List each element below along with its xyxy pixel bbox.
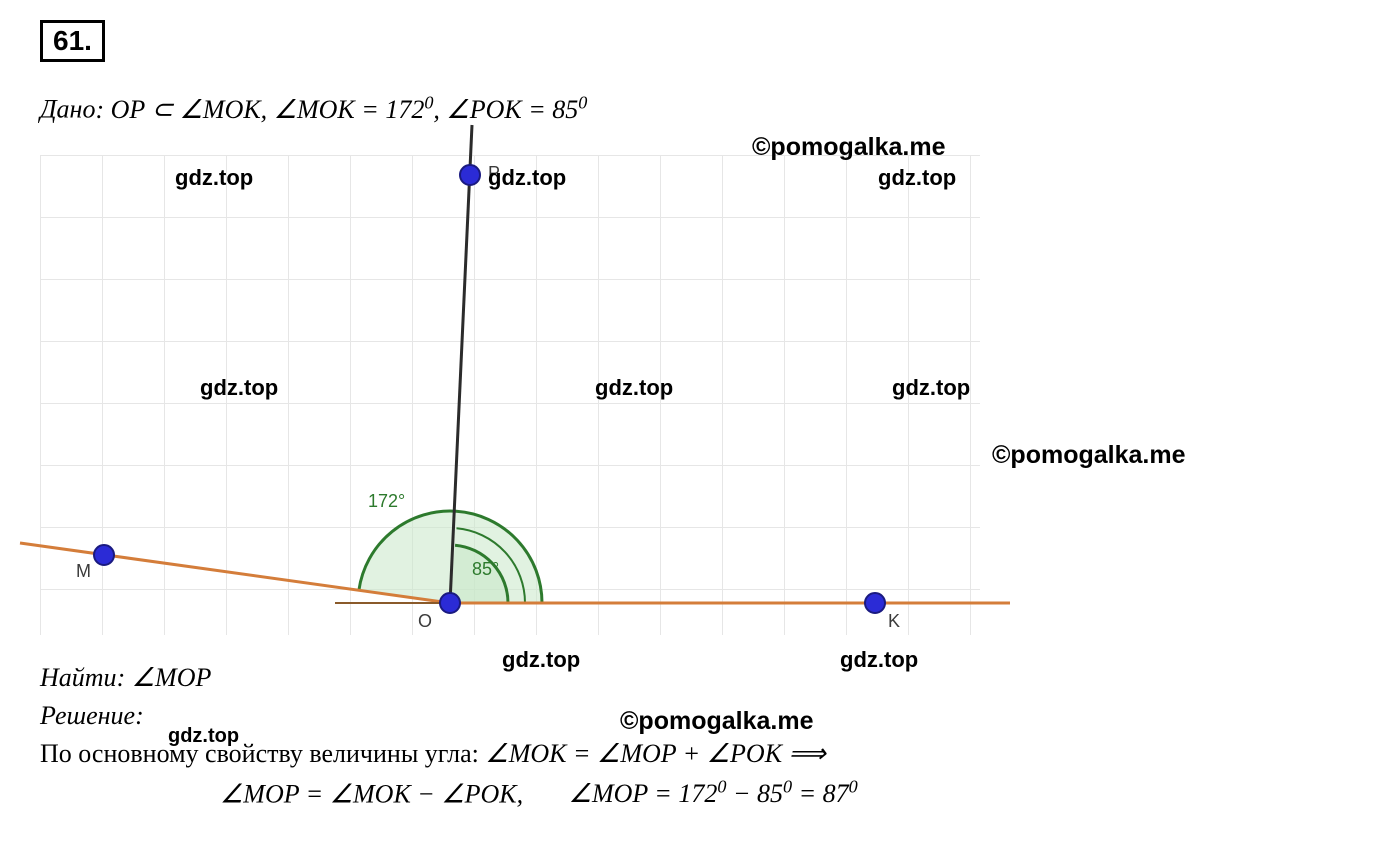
sol1-prefix: По основному свойству величины угла: <box>40 739 485 768</box>
sol2c-t: − 85 <box>726 779 783 808</box>
find-line: Найти: ∠MOP <box>40 663 1360 693</box>
wm-g2: gdz.top <box>488 165 566 191</box>
sol2d-t: = 87 <box>792 779 849 808</box>
given-e1: OP ⊂ ∠MOK, <box>111 95 268 124</box>
given-colon: : <box>95 95 110 124</box>
solution-label-line: Решение: gdz.top ©pomogalka.me <box>40 701 1360 731</box>
diagram: O P M K 172° 85° ©pomogalka.me gdz.top g… <box>40 135 1040 655</box>
geometry-svg <box>40 155 980 635</box>
given-e3sup: 0 <box>578 92 587 112</box>
problem-number-text: 61 <box>53 25 84 56</box>
point-m <box>94 545 114 565</box>
wm-sol-2: ©pomogalka.me <box>620 707 813 736</box>
given-e3: , ∠POK = 85 <box>433 95 578 124</box>
sol2a: ∠MOP = ∠MOK − ∠POK, <box>220 779 523 808</box>
label-o: O <box>418 611 432 632</box>
wm-g8: gdz.top <box>840 647 918 673</box>
find-expr: : ∠MOP <box>117 663 212 692</box>
solution-line-2: ∠MOP = ∠MOK − ∠POK, ∠MOP = 1720 − 850 = … <box>40 777 1360 810</box>
sol2b: ∠MOP = 1720 − 850 = 870 <box>569 779 858 808</box>
wm-sol-1: gdz.top <box>168 725 239 748</box>
given-label: Дано <box>40 95 95 124</box>
wm-g6: gdz.top <box>892 375 970 401</box>
sol1-math: ∠MOK = ∠MOP + ∠POK ⟹ <box>485 739 825 768</box>
wm-g7: gdz.top <box>502 647 580 673</box>
angle-mok-label: 172° <box>368 491 405 512</box>
solution-label: Решение <box>40 701 135 730</box>
given-line: Дано: OP ⊂ ∠MOK, ∠MOK = 1720, ∠POK = 850 <box>40 92 1360 125</box>
wm-g3: gdz.top <box>878 165 956 191</box>
sol2c-s: 0 <box>783 777 792 797</box>
wm-pg1: ©pomogalka.me <box>752 133 945 162</box>
label-k: K <box>888 611 900 632</box>
point-o <box>440 593 460 613</box>
point-p <box>460 165 480 185</box>
sol2b-t: ∠MOP = 172 <box>569 779 718 808</box>
given-e2: ∠MOK = 172 <box>274 95 425 124</box>
problem-number: 61. <box>40 20 105 62</box>
wm-g1: gdz.top <box>175 165 253 191</box>
wm-g5: gdz.top <box>595 375 673 401</box>
find-label: Найти <box>40 663 117 692</box>
sol2d-s: 0 <box>849 777 858 797</box>
given-expr: : OP ⊂ ∠MOK, ∠MOK = 1720, ∠POK = 850 <box>95 95 587 124</box>
angle-pok-label: 85° <box>472 559 499 580</box>
label-m: M <box>76 561 91 582</box>
wm-pg2: ©pomogalka.me <box>992 441 1185 470</box>
point-k <box>865 593 885 613</box>
wm-g4: gdz.top <box>200 375 278 401</box>
